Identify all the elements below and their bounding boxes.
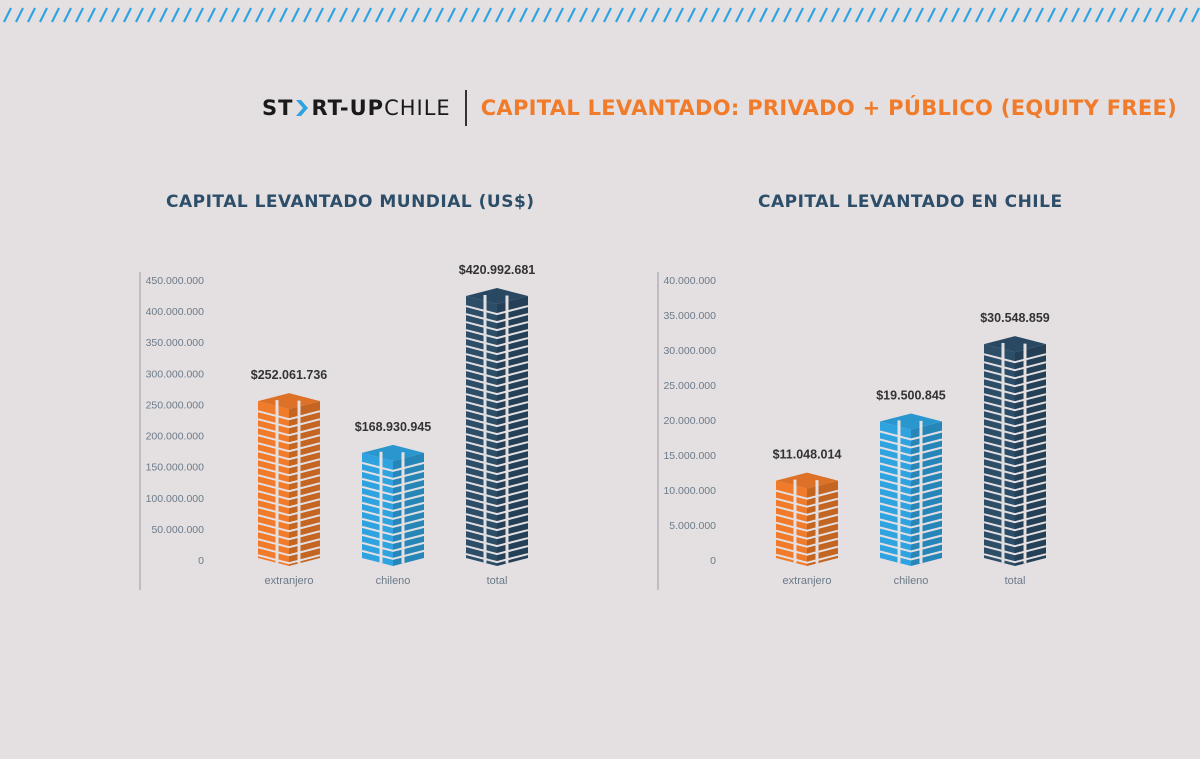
- y-tick-label: 40.000.000: [663, 275, 716, 287]
- chart-title-mundial: CAPITAL LEVANTADO MUNDIAL (US$): [166, 192, 535, 212]
- chart-mundial: 0 50.000.000 100.000.000 150.000.000 200.000…: [139, 263, 536, 590]
- bar-extranjero: [775, 472, 839, 566]
- logo-text-st: ST: [262, 96, 294, 120]
- bar-chileno: [879, 413, 943, 566]
- logo-text-rt-up: RT-UP: [311, 96, 385, 120]
- bar-total: [465, 288, 529, 566]
- x-category-label: total: [487, 575, 508, 587]
- bar-value-label: $420.992.681: [459, 263, 536, 277]
- page-title: CAPITAL LEVANTADO: PRIVADO + PÚBLICO (EQ…: [480, 96, 1178, 120]
- y-tick-label: 0: [710, 555, 716, 567]
- y-tick-label: 300.000.000: [146, 368, 205, 380]
- bar-total: [983, 336, 1047, 566]
- y-tick-label: 35.000.000: [663, 310, 716, 322]
- x-category-label: extranjero: [783, 575, 832, 587]
- y-tick-label: 50.000.000: [151, 524, 204, 536]
- x-category-label: chileno: [894, 575, 929, 587]
- page-header: ST RT-UP CHILE CAPITAL LEVANTADO: PRIVAD…: [262, 88, 1177, 128]
- x-category-label: chileno: [376, 575, 411, 587]
- chart-title-chile: CAPITAL LEVANTADO EN CHILE: [758, 192, 1063, 212]
- bar-value-label: $11.048.014: [773, 448, 842, 462]
- startup-chile-logo: ST RT-UP CHILE: [262, 96, 451, 120]
- y-tick-label: 100.000.000: [146, 493, 205, 505]
- bar-value-label: $252.061.736: [251, 368, 328, 382]
- y-tick-label: 0: [198, 555, 204, 567]
- logo-text-chile: CHILE: [384, 96, 451, 120]
- y-tick-label: 15.000.000: [663, 450, 716, 462]
- y-tick-label: 150.000.000: [146, 462, 205, 474]
- bar-value-label: $19.500.845: [876, 388, 946, 402]
- y-tick-label: 200.000.000: [146, 431, 205, 443]
- x-category-label: extranjero: [265, 575, 314, 587]
- bar-value-label: $168.930.945: [355, 420, 432, 434]
- header-divider: [464, 90, 467, 126]
- bar-value-label: $30.548.859: [980, 311, 1050, 325]
- y-tick-label: 350.000.000: [146, 337, 205, 349]
- logo-chevron-icon: [296, 100, 309, 116]
- bar-chileno: [361, 444, 425, 566]
- y-tick-label: 10.000.000: [663, 485, 716, 497]
- decorative-stripe-border: [3, 7, 1200, 23]
- y-tick-label: 20.000.000: [663, 415, 716, 427]
- y-tick-label: 5.000.000: [669, 520, 716, 532]
- x-category-label: total: [1005, 575, 1026, 587]
- y-tick-label: 25.000.000: [663, 380, 716, 392]
- y-tick-label: 450.000.000: [146, 275, 205, 287]
- y-tick-label: 30.000.000: [663, 345, 716, 357]
- y-tick-label: 400.000.000: [146, 306, 205, 318]
- y-tick-label: 250.000.000: [146, 399, 205, 411]
- bar-extranjero: [257, 393, 321, 566]
